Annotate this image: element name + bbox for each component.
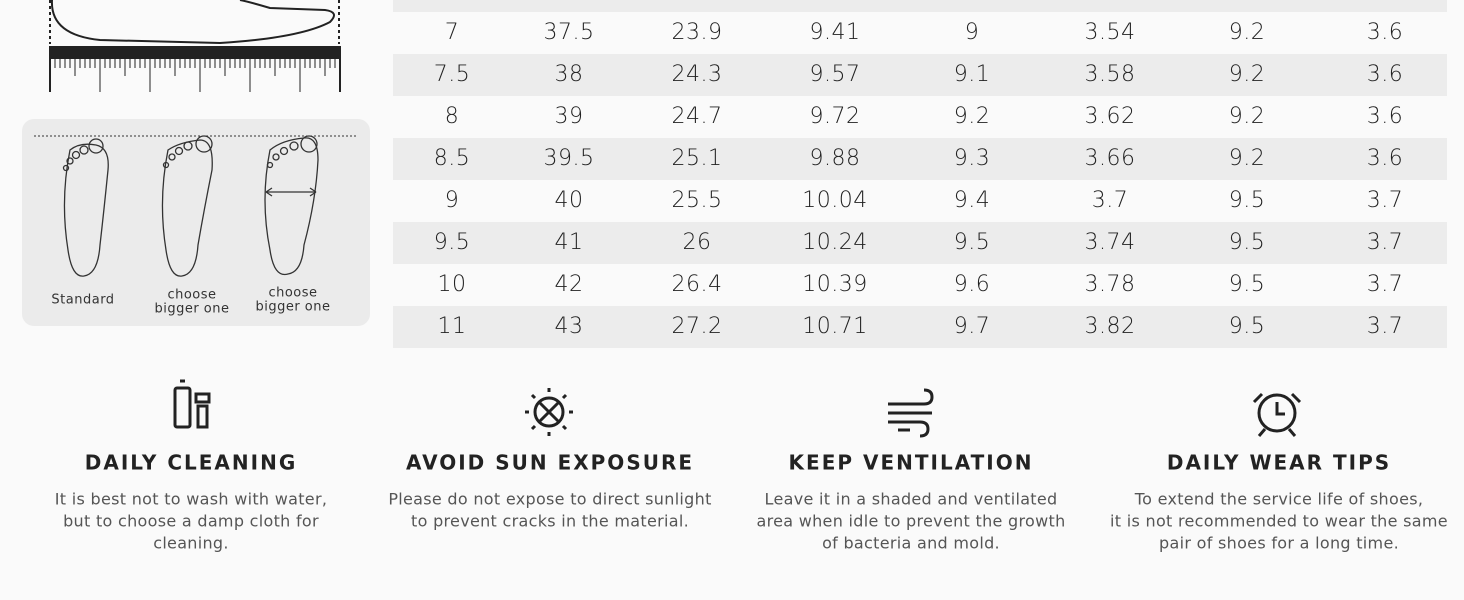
care-tips: DAILY CLEANING It is best not to wash wit… — [55, 451, 1448, 553]
table-cell: 3.54 — [1085, 20, 1136, 45]
foot-label: choose — [268, 286, 317, 301]
table-cell: 3.6 — [1367, 20, 1404, 45]
table-cell: 3.62 — [1085, 104, 1136, 129]
table-cell: 7.5 — [434, 62, 471, 87]
table-cell: 43 — [555, 314, 584, 339]
tip-text: but to choose a damp cloth for — [63, 512, 319, 531]
ruler-ticks — [49, 58, 341, 92]
header-row-cropped — [393, 0, 1447, 12]
table-cell: 3.78 — [1085, 272, 1136, 297]
table-cell: 8 — [445, 104, 460, 129]
table-cell: 9.5 — [434, 230, 471, 255]
table-cell: 9.57 — [810, 62, 861, 87]
table-cell: 9.2 — [1229, 104, 1266, 129]
table-cell: 25.5 — [672, 188, 723, 213]
table-cell: 3.7 — [1367, 230, 1404, 255]
foot-label: bigger one — [154, 302, 229, 317]
table-cell: 9.5 — [1229, 230, 1266, 255]
table-cell: 9.2 — [1229, 146, 1266, 171]
care-icons — [173, 379, 1302, 438]
tip-text: Please do not expose to direct sunlight — [388, 490, 711, 509]
table-cell: 10.39 — [802, 272, 867, 297]
foot-label: choose — [167, 288, 216, 303]
table-cell: 3.82 — [1085, 314, 1136, 339]
table-cell: 3.7 — [1367, 188, 1404, 213]
table-cell: 9.88 — [810, 146, 861, 171]
tip-text: cleaning. — [153, 534, 229, 553]
foot-label: bigger one — [255, 300, 330, 315]
row-background — [393, 222, 1447, 264]
table-cell: 3.58 — [1085, 62, 1136, 87]
table-cell: 8.5 — [434, 146, 471, 171]
table-cell: 7 — [445, 20, 460, 45]
table-cell: 9.2 — [1229, 62, 1266, 87]
table-cell: 23.9 — [672, 20, 723, 45]
table-cell: 11 — [438, 314, 467, 339]
table-cell: 26.4 — [672, 272, 723, 297]
tip-text: Leave it in a shaded and ventilated — [765, 490, 1058, 509]
table-cell: 3.7 — [1367, 272, 1404, 297]
table-cell: 10 — [438, 272, 467, 297]
row-background — [393, 138, 1447, 180]
table-cell: 9.3 — [954, 146, 991, 171]
tip-text: it is not recommended to wear the same — [1110, 512, 1448, 531]
table-cell: 9.5 — [1229, 272, 1266, 297]
table-cell: 41 — [555, 230, 584, 255]
tip-text: It is best not to wash with water, — [55, 490, 327, 509]
table-cell: 9.6 — [954, 272, 991, 297]
table-cell: 9.4 — [954, 188, 991, 213]
tip-title: DAILY CLEANING — [85, 451, 298, 475]
row-background — [393, 54, 1447, 96]
foot-measure — [49, 0, 341, 92]
table-cell: 9.2 — [954, 104, 991, 129]
table-cell: 9 — [445, 188, 460, 213]
table-cell: 27.2 — [672, 314, 723, 339]
table-cell: 39.5 — [544, 146, 595, 171]
table-cell: 9.7 — [954, 314, 991, 339]
tip-text: area when idle to prevent the growth — [756, 512, 1065, 531]
table-cell: 26 — [683, 230, 712, 255]
table-cell: 9.72 — [810, 104, 861, 129]
table-cell: 3.66 — [1085, 146, 1136, 171]
table-cell: 9.1 — [954, 62, 991, 87]
tip-text: to prevent cracks in the material. — [411, 512, 689, 531]
size-table: 7 37.5 23.9 9.41 9 3.54 9.2 3.6 7.5 38 24.3 9.57 9.1… — [393, 20, 1447, 348]
table-cell: 3.6 — [1367, 62, 1404, 87]
table-cell: 40 — [555, 188, 584, 213]
table-cell: 10.24 — [802, 230, 867, 255]
table-cell: 42 — [555, 272, 584, 297]
table-cell: 3.7 — [1092, 188, 1129, 213]
table-cell: 39 — [555, 104, 584, 129]
table-cell: 9.5 — [1229, 188, 1266, 213]
table-cell: 24.7 — [672, 104, 723, 129]
table-cell: 24.3 — [672, 62, 723, 87]
foot-label: Standard — [51, 293, 114, 308]
table-cell: 9.5 — [1229, 314, 1266, 339]
tip-title: DAILY WEAR TIPS — [1167, 451, 1391, 475]
table-cell: 37.5 — [544, 20, 595, 45]
table-cell: 9 — [965, 20, 980, 45]
tip-title: AVOID SUN EXPOSURE — [406, 451, 694, 475]
row-background — [393, 306, 1447, 348]
table-cell: 3.6 — [1367, 146, 1404, 171]
tip-text: To extend the service life of shoes, — [1134, 490, 1424, 509]
table-cell: 3.6 — [1367, 104, 1404, 129]
feet-drawings — [62, 135, 319, 277]
table-cell: 38 — [555, 62, 584, 87]
tip-title: KEEP VENTILATION — [789, 451, 1034, 475]
table-cell: 25.1 — [672, 146, 723, 171]
table-cell: 9.2 — [1229, 20, 1266, 45]
table-cell: 3.74 — [1085, 230, 1136, 255]
tip-text: pair of shoes for a long time. — [1159, 534, 1399, 553]
table-cell: 10.04 — [802, 188, 867, 213]
tip-text: of bacteria and mold. — [822, 534, 1000, 553]
table-cell: 9.5 — [954, 230, 991, 255]
table-cell: 9.41 — [810, 20, 861, 45]
table-cell: 10.71 — [802, 314, 867, 339]
table-cell: 3.7 — [1367, 314, 1404, 339]
